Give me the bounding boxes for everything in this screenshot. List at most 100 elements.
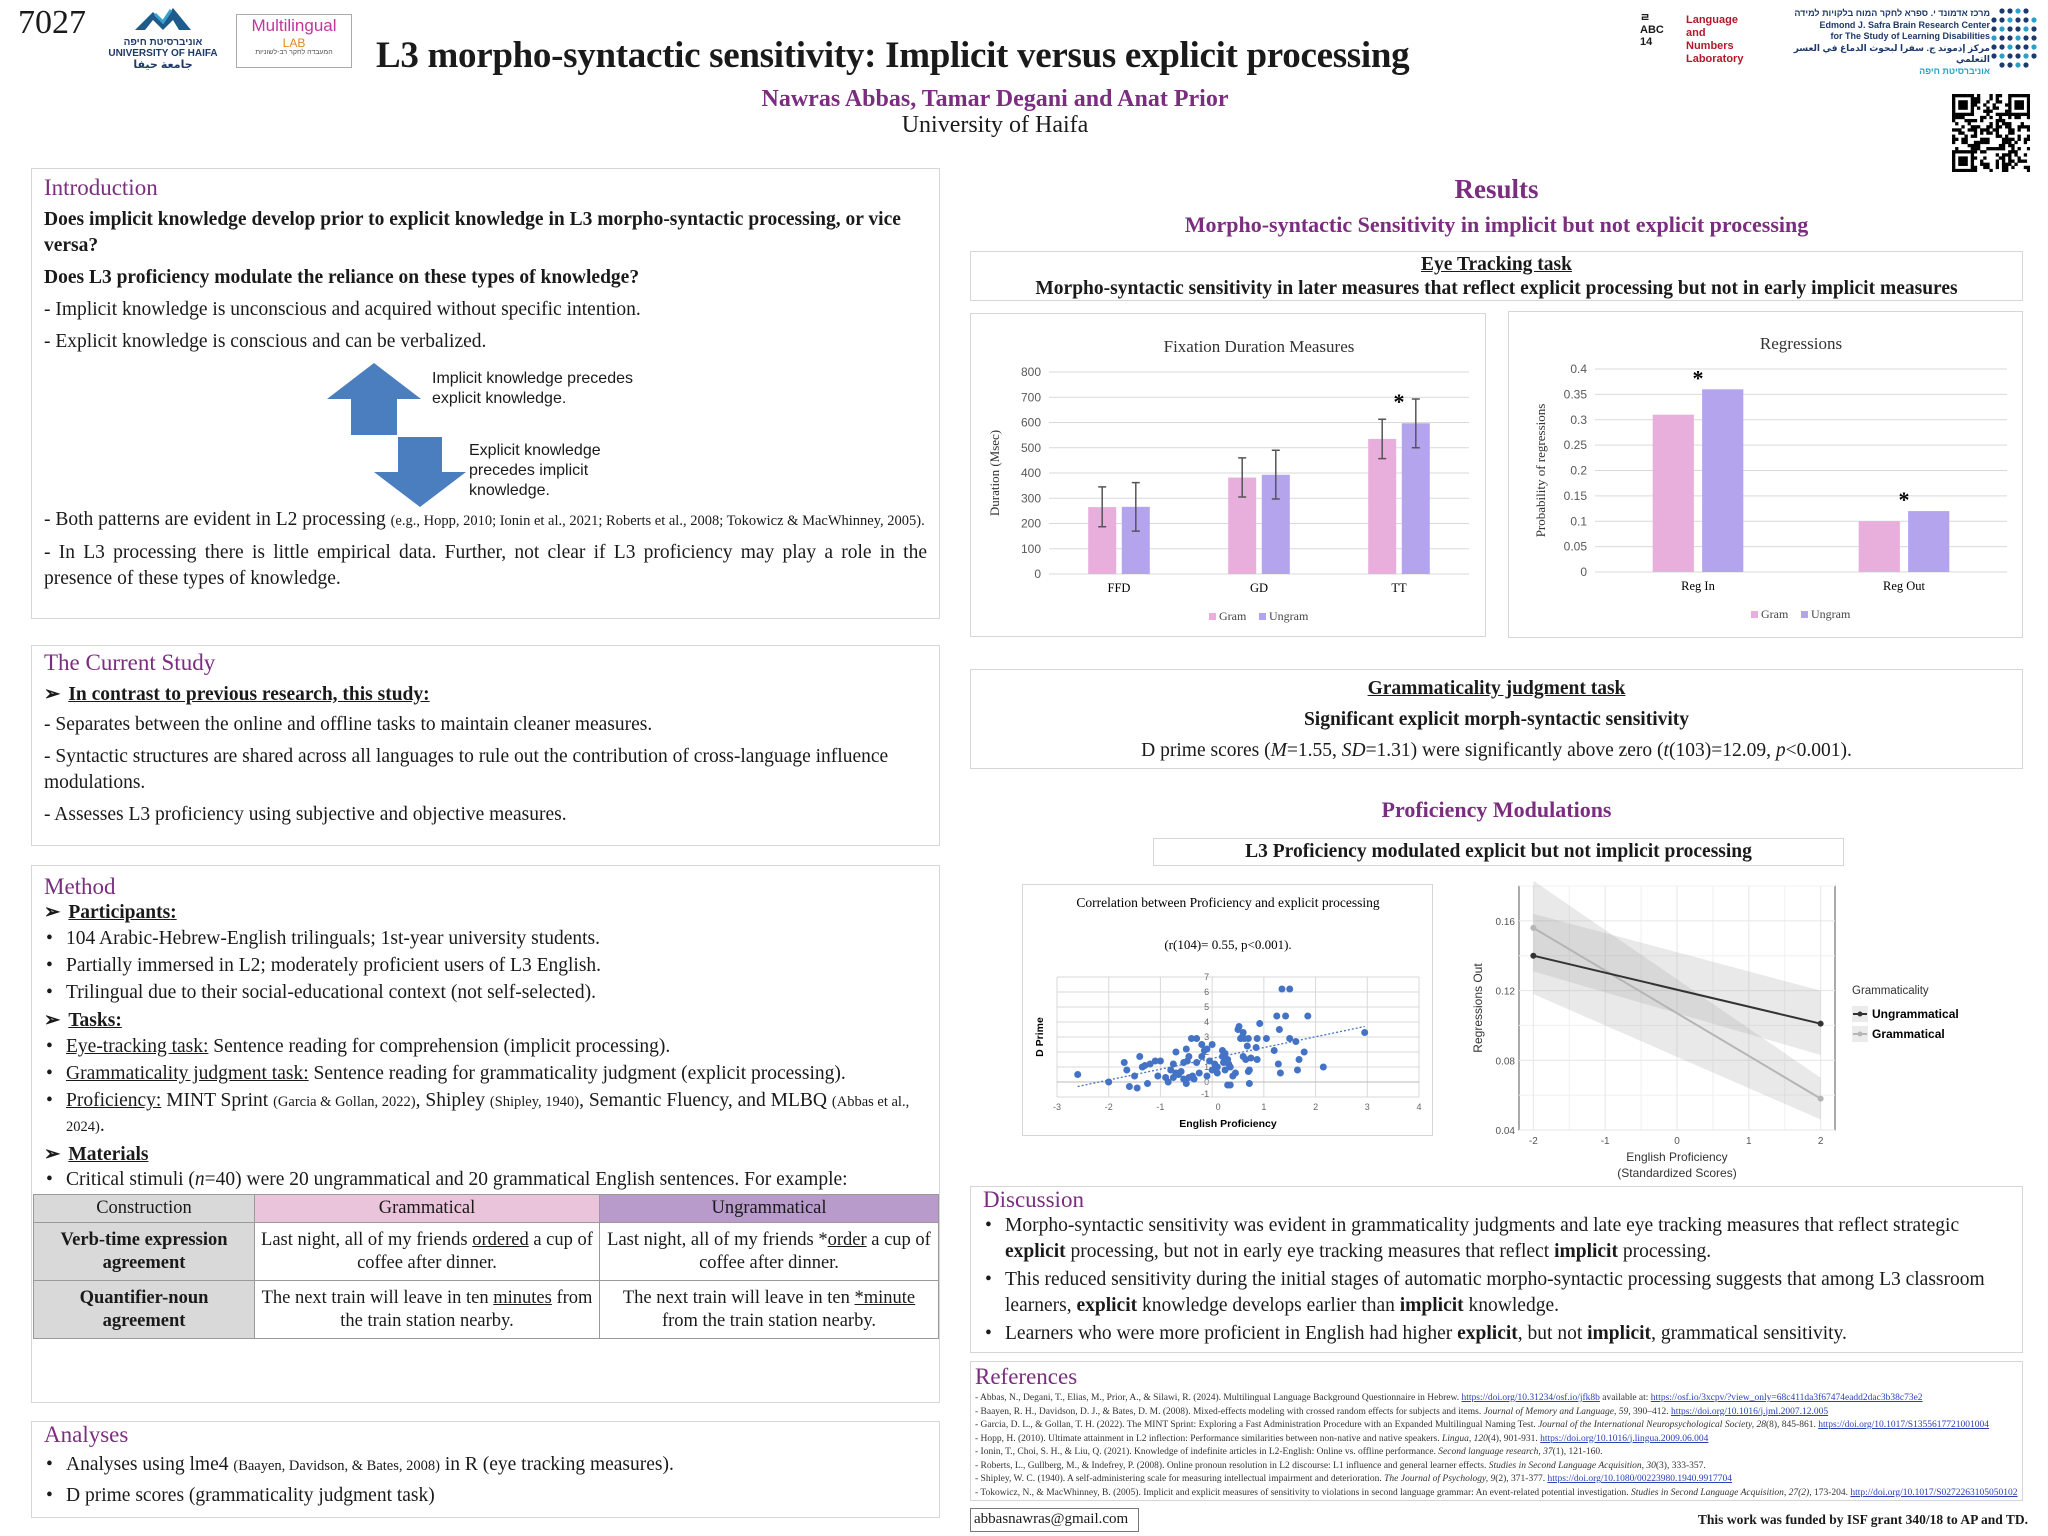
- scatter-point: [1278, 985, 1286, 993]
- poster-title: L3 morpho-syntactic sensitivity: Implici…: [376, 35, 1410, 76]
- logo-text: for The Study of Learning Disabilities: [1830, 31, 1990, 41]
- text-segment: (e.g., Hopp, 2010; Ionin et al., 2021; R…: [390, 513, 925, 529]
- discussion-item: Learners who were more proficient in Eng…: [983, 1321, 2010, 1347]
- y-tick-label: 100: [1021, 542, 1041, 556]
- section-title: Introduction: [44, 175, 158, 200]
- reference-link[interactable]: https://doi.org/10.1080/00223980.1940.99…: [1547, 1474, 1733, 1484]
- text-segment: - Garcia, D. L., & Gollan, T. H. (2022).…: [975, 1420, 1539, 1430]
- text-segment: a cup of coffee after dinner.: [357, 1229, 593, 1273]
- scatter-point: [1226, 1081, 1234, 1089]
- proficiency-title: Proficiency Modulations: [1381, 797, 1612, 822]
- reference-link[interactable]: https://doi.org/10.1016/j.jml.2007.12.00…: [1670, 1406, 1829, 1417]
- scatter-point: [1208, 1066, 1216, 1074]
- y-tick-label: 0.35: [1564, 387, 1588, 401]
- text-segment: 390–412.: [1630, 1406, 1671, 1417]
- reference-link[interactable]: https://doi.org/10.1017/S135561772100100…: [1818, 1420, 1990, 1430]
- table-cell: Last night, all of my friends ordered a …: [254, 1222, 600, 1281]
- table-header: Grammatical: [254, 1194, 600, 1223]
- scatter-point: [1300, 1048, 1308, 1056]
- scatter-point: [1146, 1060, 1154, 1068]
- scatter-point: [1208, 1041, 1216, 1048]
- reference-link[interactable]: https://osf.io/3xcpv/?view_only=68c411da…: [1650, 1393, 1923, 1403]
- qr-code-icon[interactable]: [1952, 94, 2030, 172]
- error-bar: [1098, 486, 1107, 528]
- text-segment: Critical stimuli (: [66, 1169, 195, 1190]
- text-segment: available at:: [1599, 1393, 1651, 1403]
- text-segment: Morpho-syntactic sensitivity was evident…: [1005, 1215, 1960, 1236]
- language-numbers-lab-logo: ㄹ ABC 14 Language and Numbers Laboratory: [1640, 12, 1750, 65]
- discussion-item: Morpho-syntactic sensitivity was evident…: [983, 1213, 2010, 1265]
- table-cell: The next train will leave in ten *minute…: [599, 1280, 939, 1339]
- funding-note: This work was funded by ISF grant 340/18…: [1697, 1512, 2028, 1527]
- reference-item: - Ionin, T., Choi, S. H., & Liu, Q. (202…: [975, 1446, 2018, 1460]
- scatter-point: [1239, 1029, 1247, 1036]
- y-tick-label: 0.16: [1496, 917, 1516, 928]
- arrow-up-label: Implicit knowledge precedes explicit kno…: [432, 370, 633, 407]
- text-segment: MINT Sprint: [161, 1090, 274, 1111]
- scatter-point: [1221, 1050, 1229, 1057]
- text-segment: (Shipley, 1940): [489, 1094, 580, 1110]
- text-segment: implicit: [1554, 1241, 1618, 1262]
- logo-text: Laboratory: [1686, 53, 1744, 65]
- current-study-section: The Current Study ➢ In contrast to previo…: [31, 645, 940, 846]
- y-tick-label: 0.08: [1496, 1056, 1516, 1067]
- research-question: Does implicit knowledge develop prior to…: [44, 209, 901, 256]
- scatter-point: [1252, 1044, 1260, 1051]
- scatter-point: [1235, 1023, 1243, 1030]
- text-segment: processing, but not in early eye trackin…: [1065, 1241, 1555, 1262]
- scatter-point: [1185, 1053, 1193, 1060]
- text-segment: Lingua, 120: [1441, 1433, 1488, 1444]
- chart-title: Fixation Duration Measures: [1164, 337, 1355, 356]
- reference-item: - Baayen, R. H., Davidson, D. J., & Bate…: [975, 1406, 2018, 1420]
- x-tick-label: 0: [1674, 1136, 1680, 1147]
- table-cell: Quantifier-noun agreement: [33, 1280, 255, 1339]
- x-tick-label: -2: [1529, 1136, 1538, 1147]
- participant-item: Trilingual due to their social-education…: [44, 981, 927, 1005]
- text-segment: - Roberts, L., Gullberg, M., & Indefrey,…: [975, 1460, 1489, 1471]
- knowledge-arrows-diagram: Implicit knowledge precedes explicit kno…: [44, 361, 927, 507]
- y-tick-label: 600: [1021, 416, 1041, 430]
- scatter-point: [1245, 1066, 1253, 1074]
- section-title: Method: [44, 874, 116, 899]
- scatter-point: [1282, 1012, 1290, 1020]
- logo-text: Edmond J. Safra Brain Research Center: [1819, 19, 1990, 30]
- scatter-point: [1293, 1066, 1301, 1074]
- legend-swatch: [1751, 611, 1758, 618]
- series-line-grammatical: [1532, 926, 1822, 1100]
- study-heading-text: In contrast to previous research, this s…: [68, 684, 430, 705]
- y-tick-label: 300: [1021, 491, 1041, 505]
- x-axis-label: English Proficiency: [1179, 1118, 1277, 1130]
- bar-gram: [1858, 521, 1900, 572]
- analyses-section: Analyses Analyses using lme4 (Baayen, Da…: [31, 1421, 940, 1518]
- reference-link[interactable]: https://doi.org/10.1016/j.lingua.2009.06…: [1540, 1433, 1709, 1444]
- legend-label: Ungram: [1269, 609, 1309, 623]
- error-bar: [1131, 481, 1140, 532]
- table-cell: Last night, all of my friends *order a c…: [599, 1222, 939, 1281]
- regressions-chart: Regressions 0 0.05 0.1 0.15 0.2 0.25 0.3 0.35 0.4…: [1508, 311, 2023, 638]
- scatter-point: [1125, 1083, 1133, 1090]
- text-segment: from the train station nearby.: [661, 1310, 877, 1331]
- text-segment: - Tokowicz, N., & MacWhinney, B. (2005).…: [975, 1487, 1631, 1498]
- y-tick-label: 800: [1021, 365, 1041, 379]
- gj-text: D prime scores (M=1.55, SD=1.31) were si…: [971, 735, 2022, 766]
- text-segment: , Semantic Fluency, and MLBQ: [579, 1090, 832, 1111]
- contact-email[interactable]: abbasnawras@gmail.com: [970, 1508, 1139, 1532]
- x-tick-label: 4: [1416, 1102, 1421, 1112]
- reference-item: - Garcia, D. L., & Gollan, T. H. (2022).…: [975, 1419, 2018, 1433]
- intro-text: - Implicit knowledge is unconscious and …: [44, 299, 641, 320]
- arrow-up-icon: [327, 363, 421, 435]
- materials-heading: ➢ Materials: [44, 1144, 149, 1165]
- research-question: Does L3 proficiency modulate the relianc…: [44, 267, 640, 288]
- logo-text: המעבדה לחקר רב-לשוניות: [255, 49, 333, 56]
- scatter-point: [1244, 1035, 1252, 1042]
- text-segment: knowledge develops earlier than: [1137, 1295, 1400, 1316]
- y-tick-label: 0.25: [1564, 438, 1588, 452]
- series-point: [1817, 1095, 1824, 1102]
- y-axis-label: Regressions Out: [1471, 963, 1485, 1053]
- scatter-point: [1304, 1012, 1312, 1020]
- reference-link[interactable]: https://doi.org/10.31234/osf.io/jfk8b: [1461, 1393, 1600, 1403]
- reference-link[interactable]: http://doi.org/10.1017/S0272263105050102: [1850, 1487, 2018, 1498]
- text-segment: Analyses using lme4: [66, 1454, 234, 1475]
- scatter-point: [1231, 1069, 1239, 1077]
- scatter-point: [1213, 1069, 1221, 1077]
